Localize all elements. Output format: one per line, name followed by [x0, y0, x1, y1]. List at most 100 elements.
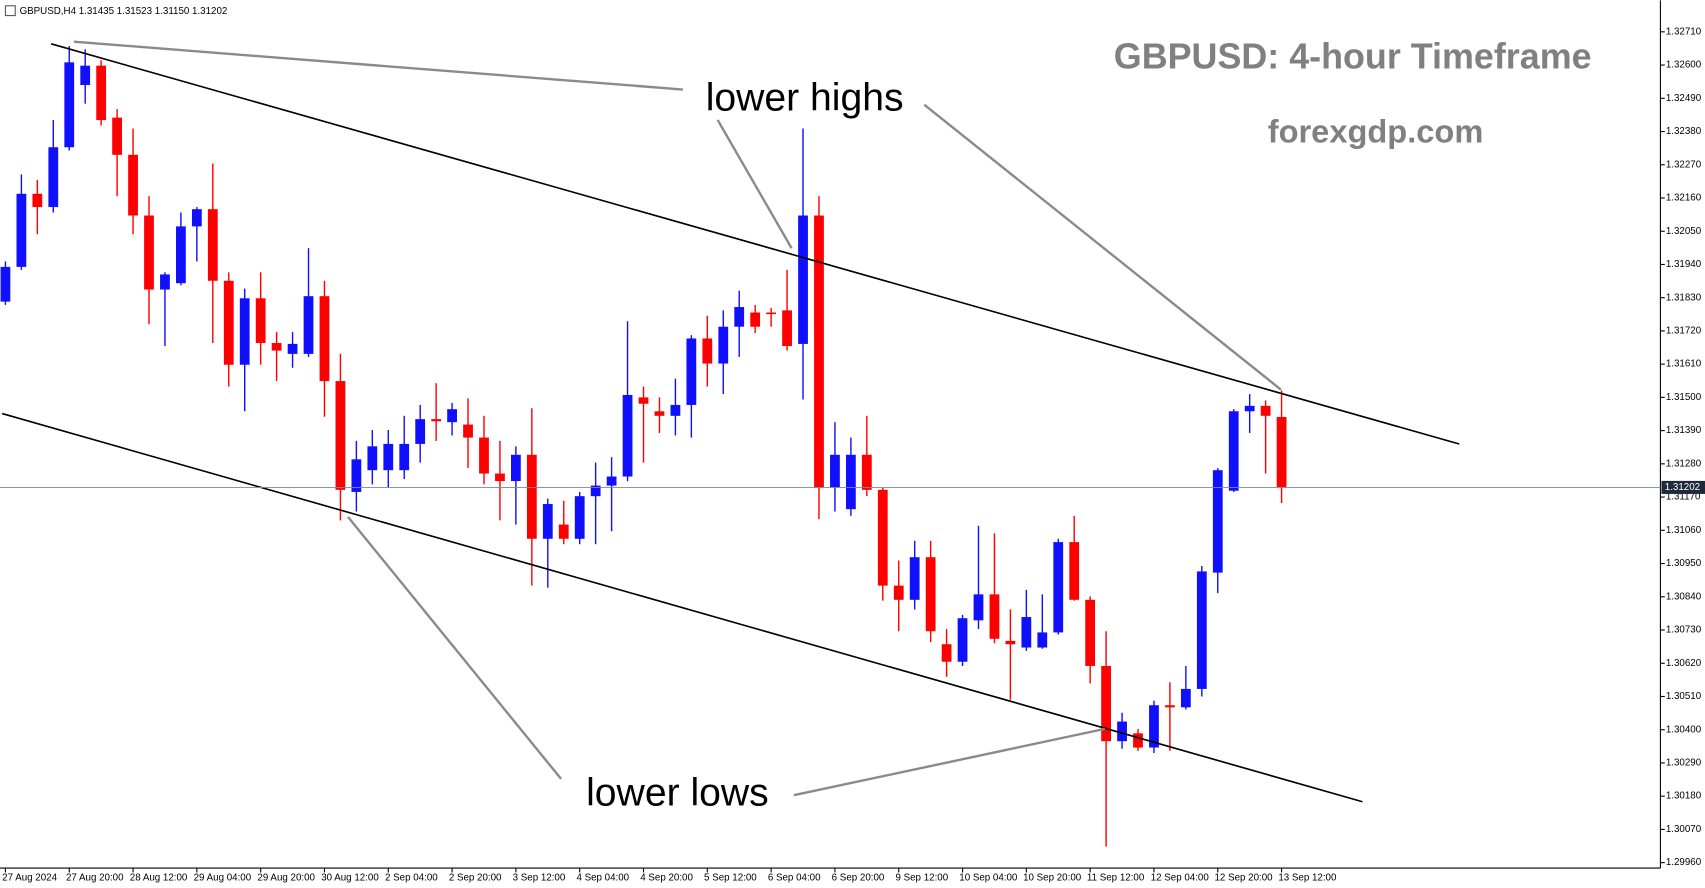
candle-body [1212, 470, 1223, 573]
candle-body [255, 298, 266, 344]
y-tick-label: 1.32270 [1666, 159, 1702, 170]
candle-body [702, 338, 713, 364]
candle-body [590, 485, 601, 497]
candle-body [1276, 417, 1287, 488]
candle-body [782, 310, 792, 347]
candle-body [957, 618, 968, 662]
candle-body [845, 454, 856, 510]
y-tick-label: 1.30290 [1666, 758, 1702, 769]
candle-body [367, 446, 378, 471]
candles [0, 46, 1287, 847]
y-tick-label: 1.31060 [1666, 525, 1702, 536]
candle-body [558, 524, 569, 539]
x-tick-label: 5 Sep 12:00 [704, 872, 757, 883]
y-tick-label: 1.31170 [1666, 492, 1701, 503]
x-tick-label: 9 Sep 12:00 [895, 872, 948, 883]
candle-body [431, 419, 442, 422]
y-tick-label: 1.30840 [1666, 591, 1702, 602]
x-tick-label: 6 Sep 04:00 [768, 872, 821, 883]
candle-body [510, 454, 521, 482]
candle-body [1133, 733, 1143, 748]
candle-body [160, 274, 170, 290]
y-tick-label: 1.31390 [1666, 425, 1702, 436]
y-tick-label: 1.30950 [1666, 558, 1702, 569]
candle-body [542, 504, 553, 539]
candle-body [909, 557, 920, 600]
candle-body [1101, 665, 1112, 742]
candle-body [941, 644, 952, 662]
candle-body [1165, 705, 1175, 708]
candle-body [766, 312, 777, 315]
candle-body [622, 394, 633, 477]
candle-body [814, 215, 824, 488]
chart-header: GBPUSD,H4 1.31435 1.31523 1.31150 1.3120… [20, 6, 228, 17]
x-tick-label: 10 Sep 20:00 [1023, 872, 1082, 883]
candle-body [686, 338, 697, 405]
x-tick-label: 29 Aug 04:00 [194, 872, 252, 883]
y-tick-label: 1.30730 [1666, 625, 1702, 636]
candle-body [1053, 542, 1064, 633]
pointer-line [793, 727, 1106, 797]
candle-body [973, 594, 984, 621]
pointer-line [716, 119, 793, 249]
candle-body [526, 454, 537, 539]
candle-body [415, 419, 426, 444]
annotation: lower lows [586, 772, 769, 815]
y-tick-label: 1.31830 [1666, 292, 1702, 303]
x-tick-label: 13 Sep 12:00 [1278, 872, 1337, 883]
y-tick-label: 1.29960 [1666, 857, 1702, 868]
symbol-icon [4, 5, 16, 17]
candle-body [287, 343, 298, 354]
y-tick-label: 1.32160 [1666, 193, 1702, 204]
candle-body [463, 424, 473, 438]
candle-body [144, 215, 154, 290]
x-tick-label: 30 Aug 12:00 [321, 872, 379, 883]
candle-body [223, 280, 234, 365]
current-price-label: 1.31202 [1665, 482, 1700, 493]
candle-body [830, 454, 840, 488]
candle-body [16, 193, 27, 267]
x-tick-label: 10 Sep 04:00 [959, 872, 1018, 883]
y-tick-label: 1.31500 [1666, 392, 1702, 403]
x-tick-label: 27 Aug 2024 [2, 872, 57, 883]
candle-body [335, 381, 346, 490]
x-tick-label: 11 Sep 12:00 [1087, 872, 1145, 883]
candle-body [1260, 405, 1271, 416]
x-tick-label: 4 Sep 04:00 [576, 872, 629, 883]
candle-body [1117, 721, 1127, 742]
candle-body [191, 209, 202, 227]
candle-body [112, 117, 122, 155]
candle-body [718, 326, 729, 364]
y-tick-label: 1.31280 [1666, 458, 1702, 469]
candle-body [176, 226, 186, 284]
candle-body [271, 343, 282, 351]
candle-body [32, 193, 43, 208]
candle-body [1244, 405, 1255, 412]
x-tick-label: 29 Aug 20:00 [257, 872, 315, 883]
candle-body [574, 496, 585, 539]
candle-body [207, 209, 218, 281]
candle-body [319, 296, 330, 382]
y-tick-label: 1.32710 [1666, 26, 1702, 37]
candle-body [654, 411, 665, 416]
pointer-line [923, 103, 1282, 391]
annotation: lower highs [706, 77, 904, 120]
candle-body [925, 557, 936, 632]
y-tick-label: 1.31940 [1666, 259, 1702, 270]
pointer-line [73, 40, 683, 91]
candle-body [399, 443, 410, 471]
y-tick-label: 1.30620 [1666, 658, 1702, 669]
candle-body [128, 154, 138, 216]
candle-body [877, 489, 888, 586]
x-tick-label: 27 Aug 20:00 [66, 872, 124, 883]
candle-body [1037, 632, 1048, 648]
y-tick-label: 1.30510 [1666, 691, 1702, 702]
candle-body [96, 65, 107, 121]
current-price-box [1661, 480, 1705, 494]
candle-body [1180, 688, 1191, 708]
candle-body [1085, 599, 1096, 666]
candle-body [734, 307, 745, 327]
candle-body [989, 594, 1000, 639]
candle-body [1196, 571, 1207, 689]
